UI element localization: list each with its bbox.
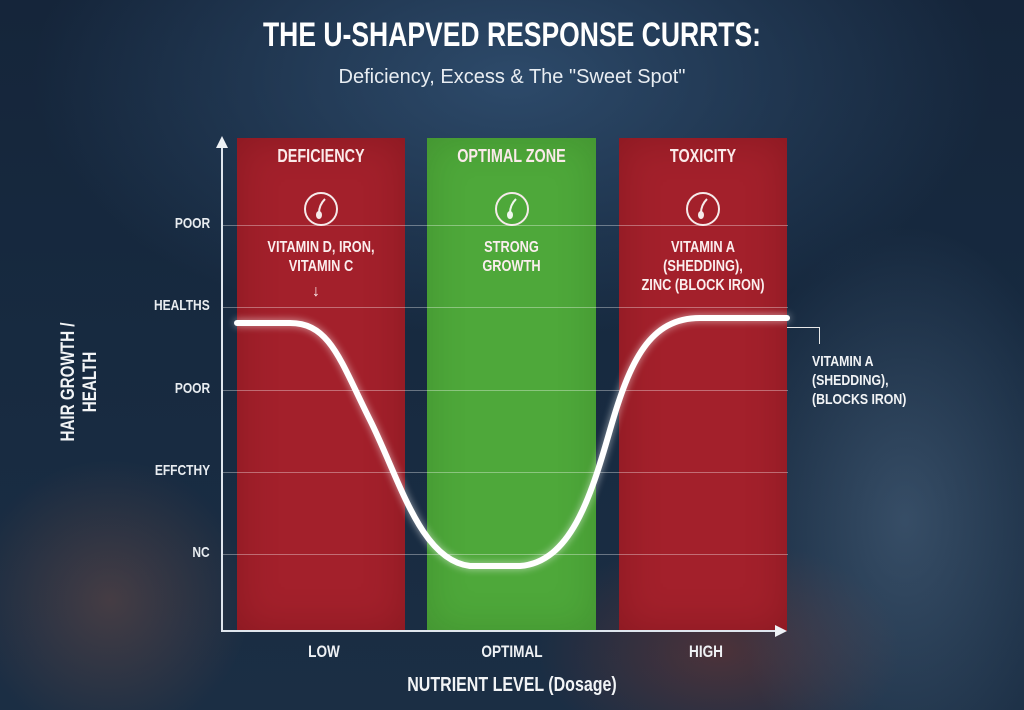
zone-toxicity-label: TOXICITY bbox=[669, 146, 737, 166]
hair-follicle-icon bbox=[304, 192, 338, 226]
zone-toxicity-text: VITAMIN A (SHEDDING), ZINC (BLOCK IRON) bbox=[641, 239, 765, 294]
x-tick-low: LOW bbox=[308, 642, 340, 661]
zone-optimal: OPTIMAL ZONE STRONG GROWTH bbox=[427, 138, 596, 631]
hair-follicle-icon bbox=[686, 192, 720, 226]
y-tick-label: POOR bbox=[174, 215, 210, 232]
zone-deficiency: DEFICIENCY VITAMIN D, IRON, VITAMIN C bbox=[237, 138, 405, 631]
x-axis-label: NUTRIENT LEVEL (Dosage) bbox=[407, 674, 617, 696]
gridline bbox=[222, 472, 788, 473]
y-tick-label: POOR bbox=[174, 380, 210, 397]
y-axis-arrow-icon bbox=[216, 136, 228, 148]
y-tick-label: HEALTHS bbox=[154, 297, 210, 314]
gridline bbox=[222, 390, 788, 391]
x-axis bbox=[221, 630, 777, 632]
chart-subtitle: Deficiency, Excess & The "Sweet Spot" bbox=[338, 66, 686, 88]
callout-leader-line bbox=[787, 327, 820, 344]
zone-optimal-text: STRONG GROWTH bbox=[482, 239, 541, 275]
zone-optimal-label: OPTIMAL ZONE bbox=[457, 146, 566, 166]
down-arrow-icon: ↓ bbox=[312, 283, 320, 300]
chart-title: THE U-SHAPVED RESPONSE CURRTS: bbox=[262, 16, 762, 54]
toxicity-callout: VITAMIN A (SHEDDING), (BLOCKS IRON) bbox=[812, 353, 907, 408]
gridline bbox=[222, 307, 788, 308]
y-axis bbox=[221, 146, 223, 632]
gridline bbox=[222, 225, 788, 226]
x-tick-optimal: OPTIMAL bbox=[481, 642, 543, 661]
x-tick-high: HIGH bbox=[689, 642, 723, 661]
zone-toxicity: TOXICITY VITAMIN A (SHEDDING), ZINC (BLO… bbox=[619, 138, 787, 631]
y-tick-label: EFFCTHY bbox=[154, 462, 210, 479]
y-tick-label: NC bbox=[192, 544, 210, 561]
zone-deficiency-text: VITAMIN D, IRON, VITAMIN C bbox=[267, 239, 375, 275]
hair-follicle-icon bbox=[494, 192, 529, 226]
x-axis-arrow-icon bbox=[775, 625, 787, 637]
zone-deficiency-label: DEFICIENCY bbox=[277, 146, 365, 166]
gridline bbox=[222, 554, 788, 555]
